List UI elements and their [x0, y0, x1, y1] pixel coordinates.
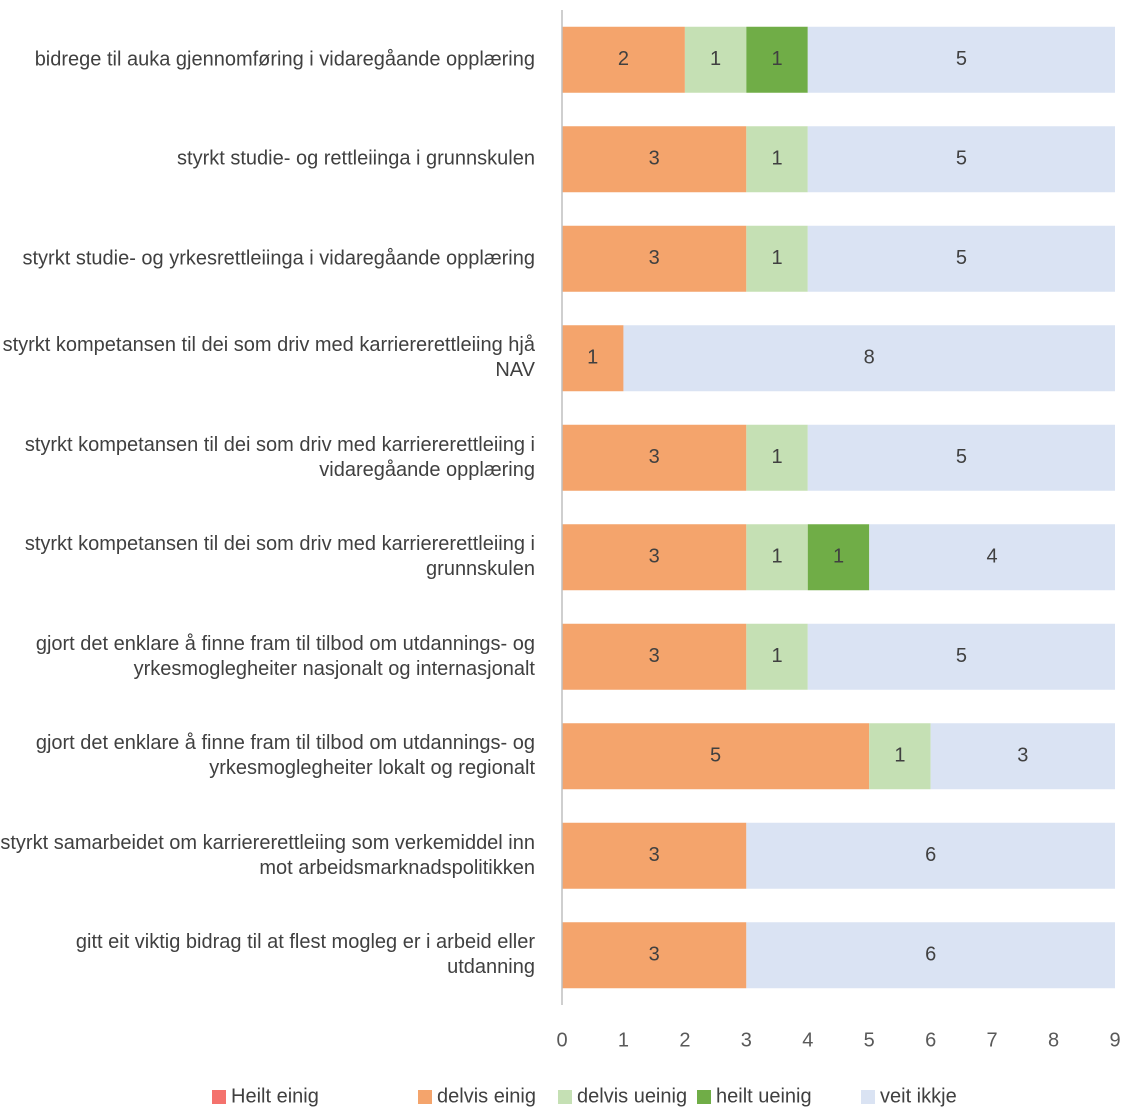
bar-segment [562, 922, 747, 989]
x-tick-label: 8 [1048, 1029, 1059, 1051]
data-label: 5 [956, 446, 967, 468]
category-label: styrkt studie- og rettleiinga i grunnsku… [177, 147, 535, 170]
x-tick-label: 3 [741, 1029, 752, 1051]
data-label: 3 [649, 446, 660, 468]
bar-segment [807, 126, 1115, 193]
bar-segment [562, 723, 870, 790]
data-label: 1 [771, 645, 782, 667]
category-label: styrkt kompetansen til dei som driv med … [2, 334, 535, 382]
legend-swatch [861, 1090, 875, 1104]
legend-label: Heilt einig [231, 1085, 319, 1107]
x-tick-label: 4 [802, 1029, 813, 1051]
legend-swatch [558, 1090, 572, 1104]
bar-segment [930, 723, 1115, 790]
data-label: 5 [956, 645, 967, 667]
bar-segment [746, 225, 808, 292]
bar-segment [562, 26, 685, 93]
data-label: 5 [710, 745, 721, 767]
category-label: gitt eit viktig bidrag til at flest mogl… [75, 931, 535, 979]
bar-segment [562, 225, 747, 292]
data-label: 5 [956, 247, 967, 269]
category-label: gjort det enklare å finne fram til tilbo… [35, 632, 535, 680]
legend-swatch [697, 1090, 711, 1104]
bar-segment [807, 424, 1115, 491]
data-label: 4 [987, 546, 998, 568]
data-label: 1 [771, 48, 782, 70]
data-label: 1 [771, 148, 782, 170]
bar-segment [684, 26, 747, 93]
data-label: 1 [710, 48, 721, 70]
category-label: styrkt studie- og yrkesrettleiinga i vid… [22, 247, 536, 270]
bar-segment [746, 922, 1115, 989]
x-tick-label: 6 [925, 1029, 936, 1051]
x-tick-label: 2 [679, 1029, 690, 1051]
bar-segment [562, 822, 747, 889]
data-label: 1 [771, 446, 782, 468]
data-label: 3 [649, 645, 660, 667]
data-label: 2 [618, 48, 629, 70]
category-label: bidrege til auka gjennomføring i vidareg… [34, 48, 535, 71]
data-label: 1 [894, 745, 905, 767]
category-label: styrkt kompetansen til dei som driv med … [24, 533, 535, 581]
bar-segment [807, 225, 1115, 292]
legend-label: delvis einig [437, 1085, 536, 1107]
data-label: 1 [771, 546, 782, 568]
category-label: gjort det enklare å finne fram til tilbo… [35, 732, 535, 780]
bar-segment [807, 623, 1115, 690]
data-label: 3 [649, 944, 660, 966]
legend-label: veit ikkje [880, 1085, 957, 1107]
legend-swatch [212, 1090, 226, 1104]
x-tick-label: 1 [618, 1029, 629, 1051]
bar-segment [869, 723, 931, 790]
bar-segment [562, 623, 747, 690]
bar-segment [623, 325, 1115, 392]
data-label: 3 [649, 247, 660, 269]
x-tick-label: 0 [556, 1029, 567, 1051]
bar-segment [746, 822, 1115, 889]
data-label: 3 [1017, 745, 1028, 767]
data-label: 6 [925, 944, 936, 966]
bar-segment [562, 325, 624, 392]
bar-segment [746, 623, 808, 690]
bar-segment [807, 524, 870, 591]
bar-segment [807, 26, 1115, 93]
category-label: styrkt samarbeidet om karriererettleiing… [0, 831, 535, 879]
legend-label: delvis ueinig [577, 1085, 687, 1107]
x-tick-label: 5 [864, 1029, 875, 1051]
data-label: 1 [587, 347, 598, 369]
x-tick-label: 9 [1109, 1029, 1120, 1051]
bar-segment [562, 524, 747, 591]
bar-segment [746, 126, 808, 193]
bar-segment [746, 424, 808, 491]
bar-segment [746, 26, 808, 93]
x-tick-label: 7 [987, 1029, 998, 1051]
data-label: 8 [864, 347, 875, 369]
category-label: styrkt kompetansen til dei som driv med … [24, 433, 535, 481]
legend-label: heilt ueinig [716, 1085, 812, 1107]
data-label: 3 [649, 844, 660, 866]
bar-segment [746, 524, 808, 591]
data-label: 1 [833, 546, 844, 568]
data-label: 3 [649, 546, 660, 568]
data-label: 3 [649, 148, 660, 170]
bar-segment [869, 524, 1115, 591]
data-label: 6 [925, 844, 936, 866]
data-label: 5 [956, 48, 967, 70]
bar-segment [562, 424, 747, 491]
bar-segment [562, 126, 747, 193]
data-label: 5 [956, 148, 967, 170]
data-label: 1 [771, 247, 782, 269]
legend-swatch [418, 1090, 432, 1104]
